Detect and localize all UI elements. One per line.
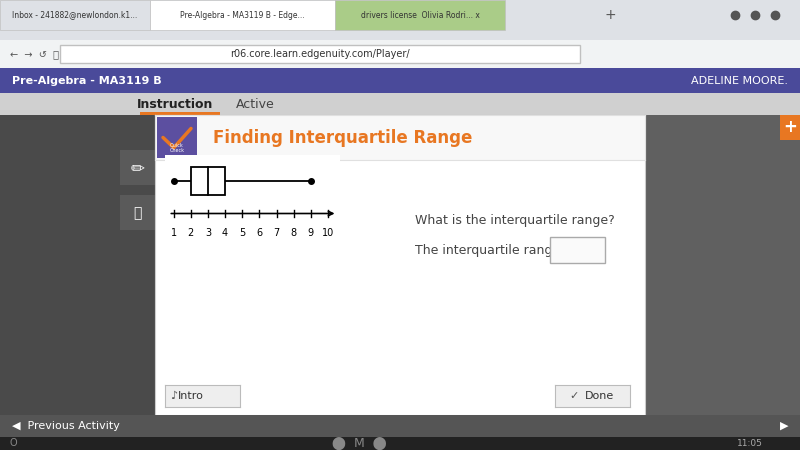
Bar [335, 0, 505, 30]
Text: 9: 9 [308, 228, 314, 238]
Bar [150, 0, 335, 30]
Text: 5: 5 [239, 228, 246, 238]
Text: r06.core.learn.edgenuity.com/Player/: r06.core.learn.edgenuity.com/Player/ [230, 49, 410, 59]
Text: ✓: ✓ [569, 391, 578, 401]
Text: What is the interquartile range?: What is the interquartile range? [415, 213, 614, 226]
Text: ADELINE MOORE.: ADELINE MOORE. [691, 76, 788, 86]
Text: 7: 7 [274, 228, 280, 238]
Bar [140, 112, 220, 115]
Bar [190, 166, 225, 195]
Text: 4: 4 [222, 228, 228, 238]
Text: ⬤  M  ⬤: ⬤ M ⬤ [324, 437, 386, 450]
Text: 6: 6 [256, 228, 262, 238]
Text: drivers license  Olivia Rodri... x: drivers license Olivia Rodri... x [361, 10, 479, 19]
FancyBboxPatch shape [550, 237, 605, 263]
Text: Active: Active [236, 98, 274, 111]
Text: 1: 1 [170, 228, 177, 238]
Text: ▶: ▶ [779, 421, 788, 431]
Text: Instruction: Instruction [137, 98, 213, 111]
Text: ♪: ♪ [170, 391, 178, 401]
Text: +: + [604, 8, 616, 22]
Bar [0, 0, 150, 30]
Text: O: O [10, 438, 18, 449]
Text: 2: 2 [188, 228, 194, 238]
Text: 10: 10 [322, 228, 334, 238]
Text: Done: Done [586, 391, 614, 401]
Text: Pre-Algebra - MA3119 B: Pre-Algebra - MA3119 B [12, 76, 162, 86]
Text: Quick
Check: Quick Check [170, 142, 185, 153]
Text: Pre-Algebra - MA3119 B - Edge...: Pre-Algebra - MA3119 B - Edge... [180, 10, 304, 19]
Bar [60, 45, 580, 63]
Text: 🖩: 🖩 [133, 206, 141, 220]
Text: 11:05: 11:05 [737, 439, 763, 448]
Text: Inbox - 241882@newlondon.k1...: Inbox - 241882@newlondon.k1... [12, 10, 138, 19]
Text: 8: 8 [290, 228, 297, 238]
Text: Intro: Intro [178, 391, 204, 401]
Text: ←  →  ↺  🏠: ← → ↺ 🏠 [10, 49, 59, 59]
Text: ✏: ✏ [130, 159, 144, 177]
Text: ◀  Previous Activity: ◀ Previous Activity [12, 421, 120, 431]
Text: Finding Interquartile Range: Finding Interquartile Range [213, 129, 472, 147]
Bar [120, 150, 155, 185]
Text: The interquartile range is: The interquartile range is [415, 243, 574, 256]
Text: +: + [783, 118, 797, 136]
Bar [120, 195, 155, 230]
Text: 3: 3 [205, 228, 211, 238]
